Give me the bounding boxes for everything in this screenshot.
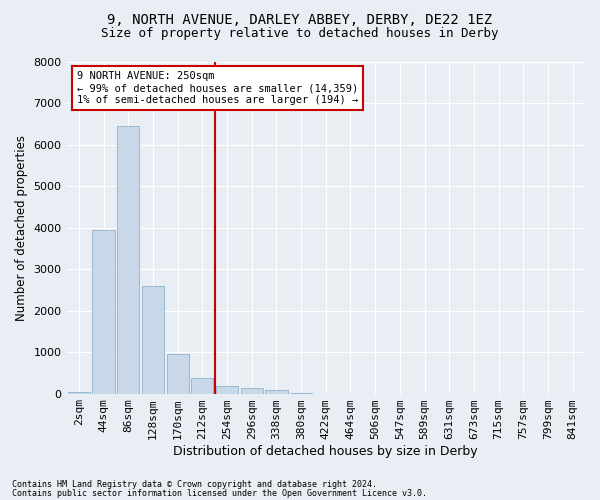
Bar (117, 126, 139, 394)
Bar (68, 392, 90, 394)
Text: Size of property relative to detached houses in Derby: Size of property relative to detached ho… (101, 28, 499, 40)
Text: Contains public sector information licensed under the Open Government Licence v3: Contains public sector information licen… (12, 488, 427, 498)
Bar (241, 388, 263, 394)
Bar (92, 230, 115, 394)
Bar (167, 354, 189, 394)
Bar (216, 386, 238, 394)
Bar (142, 286, 164, 394)
Bar (191, 378, 214, 394)
Text: 9, NORTH AVENUE, DARLEY ABBEY, DERBY, DE22 1EZ: 9, NORTH AVENUE, DARLEY ABBEY, DERBY, DE… (107, 12, 493, 26)
Text: Contains HM Land Registry data © Crown copyright and database right 2024.: Contains HM Land Registry data © Crown c… (12, 480, 377, 489)
Y-axis label: Number of detached properties: Number of detached properties (15, 134, 28, 320)
X-axis label: Distribution of detached houses by size in Derby: Distribution of detached houses by size … (173, 444, 478, 458)
Text: 9 NORTH AVENUE: 250sqm
← 99% of detached houses are smaller (14,359)
1% of semi-: 9 NORTH AVENUE: 250sqm ← 99% of detached… (77, 72, 358, 104)
Bar (265, 390, 287, 394)
